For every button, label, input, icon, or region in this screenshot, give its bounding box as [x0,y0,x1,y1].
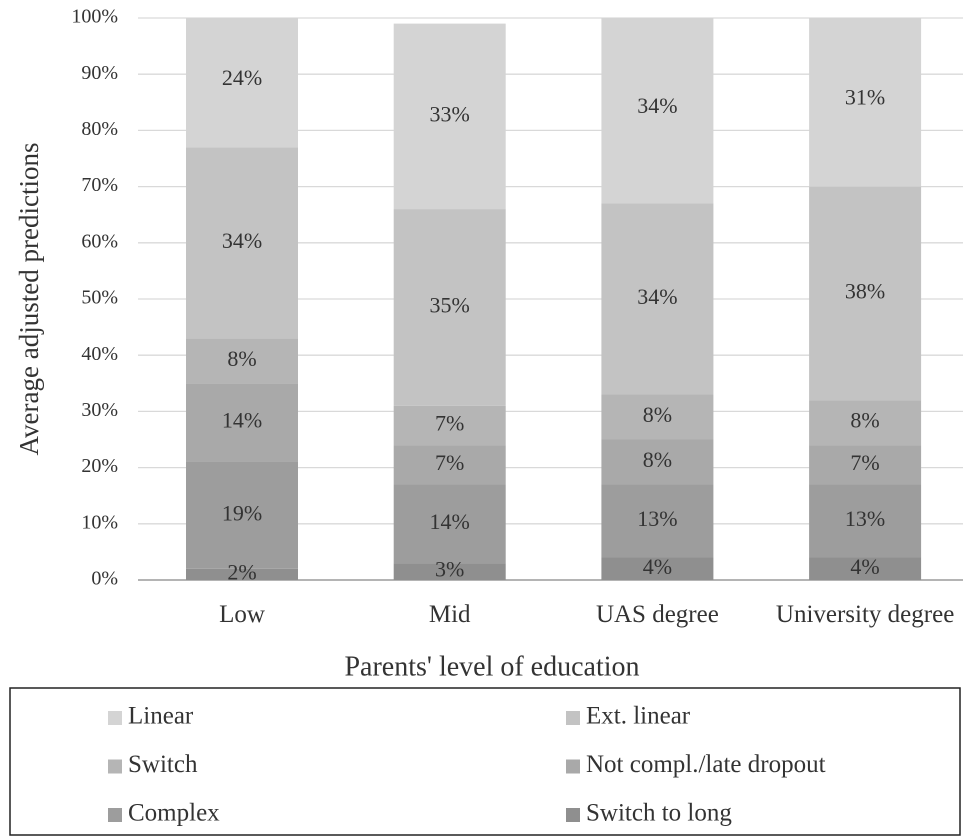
y-tick-label: 20% [81,455,118,477]
value-label: 4% [850,554,879,579]
legend-box [9,687,961,836]
bar-segment [601,18,714,204]
value-label: 8% [227,346,256,371]
legend-label: Complex [128,800,220,827]
value-label: 7% [850,450,879,475]
value-label: 35% [430,292,470,317]
bar-segment [393,209,506,406]
legend-swatch [108,711,122,725]
value-label: 34% [637,93,677,118]
bar-segment [601,557,714,580]
bar-segment [186,18,298,148]
x-tick-label: Mid [428,601,471,628]
y-tick-label: 0% [91,568,118,590]
bar-segment [393,484,506,564]
bar-segment [186,338,298,384]
bar-segment [601,484,714,558]
bar-segment [186,147,298,339]
legend-swatch [566,711,580,725]
y-tick-label: 40% [81,343,118,365]
bar-segment [601,394,714,440]
bar-segment [809,186,922,401]
bar-segment [601,439,714,485]
bar-segment [809,557,922,580]
value-label: 14% [222,408,262,433]
legend-label: Switch to long [586,800,732,827]
value-label: 8% [643,447,672,472]
y-tick-label: 30% [81,399,118,421]
legend-label: Linear [128,703,194,730]
value-label: 2% [227,559,256,584]
legend-swatch [566,808,580,822]
value-label: 13% [637,506,677,531]
value-label: 13% [845,506,885,531]
y-tick-label: 50% [81,287,118,309]
legend-label: Ext. linear [586,703,691,730]
bar-segment [186,383,298,462]
value-label: 7% [435,410,464,435]
bar-segment [601,203,714,395]
bar-segment [809,400,922,446]
labels: 0% 10% 20% 30% 40% 50% 60% 70% 80% 90% 100% 2% 19% 14… [71,6,885,827]
y-tick-label: 80% [81,118,118,140]
y-axis-label: Average adjusted predictions [14,143,44,456]
y-tick-label: 70% [81,174,118,196]
value-label: 4% [643,554,672,579]
y-tick-label: 100% [71,6,118,28]
value-label: 38% [845,278,885,303]
value-label: 7% [435,450,464,475]
legend-swatch [108,759,122,774]
y-tick-label: 90% [81,62,118,84]
value-label: 3% [435,557,464,582]
legend-label: Switch [128,751,198,778]
bar-segment [393,445,506,485]
legend-swatch [566,759,580,774]
bar-segment [809,484,922,558]
x-tick-label: Low [219,601,265,628]
value-label: 8% [850,408,879,433]
bar-segment [393,23,506,210]
x-tick-label: UAS degree [595,601,719,628]
value-label: 24% [222,65,262,90]
bar-segment [186,461,298,569]
bar-segment [809,18,922,187]
legend-label: Not compl./late dropout [586,751,826,778]
y-tick-label: 10% [81,511,118,533]
value-label: 34% [222,228,262,253]
bars [186,18,922,580]
value-label: 31% [845,85,885,110]
bar-segment [393,405,506,446]
x-tick-label: University degree [775,601,955,628]
bar-segment [186,568,298,580]
value-label: 19% [222,500,262,525]
y-tick-label: 60% [81,230,118,252]
value-label: 33% [430,101,470,126]
value-label: 8% [643,402,672,427]
x-axis-label: Parents' level of education [344,651,639,682]
value-label: 14% [430,509,470,534]
value-label: 34% [637,284,677,309]
bar-segment [809,445,922,485]
bar-segment [393,563,506,580]
legend-swatch [108,808,122,822]
